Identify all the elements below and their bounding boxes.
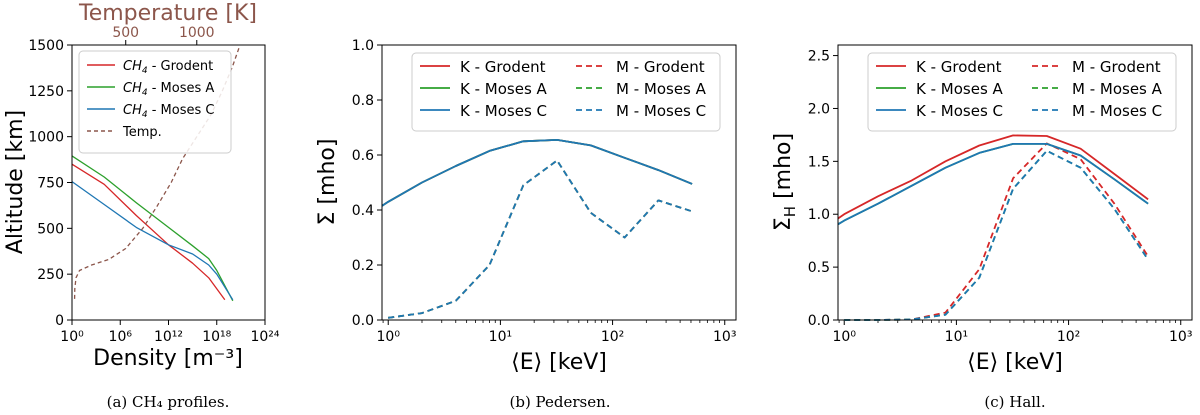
panel-c-ylabel-sub: H [781, 206, 799, 217]
legend-box [411, 52, 721, 132]
panel-a-ylabel: Altitude [km] [3, 110, 28, 254]
x-tick-label: 10⁰ [60, 329, 84, 345]
legend-label: K - Moses C [916, 102, 1003, 120]
panel-c-ylabel: ΣH [mho] [771, 133, 799, 231]
panel-a-frame [71, 44, 266, 321]
panel-a-xlabel: Density [m⁻³] [93, 346, 243, 371]
series-line [381, 138, 693, 207]
x-tick-label: 10⁶ [109, 329, 133, 345]
x-tick-label: 10³ [1169, 329, 1192, 345]
y-tick-label: 0 [55, 313, 64, 329]
legend-label: K - Moses C [460, 102, 547, 120]
temperature-axis: 500 1000 [112, 25, 215, 45]
panel-c-ylabel-rest: [mho] [771, 133, 796, 206]
series-line [837, 142, 1149, 226]
y-tick-label: 1.0 [352, 38, 374, 54]
legend-label: CH4 - Grodent [123, 59, 213, 76]
panel-a-ticks: 10⁰ 10⁶ 10¹² 10¹⁸ 10²⁴ 0 250 500 750 1000 1250 1500 [28, 38, 280, 345]
y-tick-label: 0.8 [352, 93, 374, 109]
y-tick-label: 750 [37, 176, 64, 192]
panel-b-frame [381, 44, 737, 321]
x-tick-label: 10¹⁸ [202, 329, 231, 345]
x-tick-label: 10³ [713, 329, 736, 345]
panel-c: 10⁰ 10¹ 10² 10³ 0.0 0.5 1.0 1.5 2.0 2.5 K - Grode… [771, 44, 1193, 411]
legend-label: K - Moses A [916, 80, 1004, 98]
y-tick-label: 0.5 [808, 260, 830, 276]
x-tick-label: 10¹ [489, 329, 512, 345]
top-tick-label: 1000 [179, 25, 215, 41]
panel-b-ticks: 10⁰ 10¹ 10² 10³ 0.0 0.2 0.4 0.6 0.8 1.0 [352, 38, 737, 345]
panel-c-lines [837, 134, 1149, 321]
y-tick-label: 2.5 [808, 49, 830, 65]
series-line [71, 181, 234, 301]
legend-label: M - Moses C [1072, 102, 1162, 120]
series-line [381, 138, 693, 207]
series-line [388, 159, 693, 319]
panel-c-frame [837, 44, 1193, 321]
legend-label: M - Moses C [616, 102, 706, 120]
top-tick-label: 500 [112, 25, 139, 41]
y-tick-label: 1500 [28, 38, 64, 54]
panel-a-legend: CH4 - Grodent CH4 - Moses A CH4 - Moses C T… [78, 50, 232, 154]
x-tick-label: 10²⁴ [250, 329, 279, 345]
y-tick-label: 1.0 [808, 207, 830, 223]
legend-label: M - Grodent [616, 58, 705, 76]
caption-a: (a) CH₄ profiles. [107, 393, 230, 411]
x-tick-label: 10¹ [945, 329, 968, 345]
series-line [388, 159, 693, 319]
panel-c-legend: K - Grodent K - Moses A K - Moses C M - Gro… [867, 52, 1177, 132]
panel-a: 500 1000 10⁰ 10⁶ 10¹² 10¹⁸ 10²⁴ 0 250 500 750 1000… [3, 1, 280, 411]
series-line [71, 155, 234, 302]
panel-b-xlabel: ⟨E⟩ [keV] [511, 350, 607, 375]
legend-box [78, 50, 232, 154]
series-line [71, 163, 226, 301]
panel-c-ylabel-main: Σ [771, 217, 796, 231]
panel-b-lines [381, 138, 693, 319]
y-tick-label: 0.2 [352, 258, 374, 274]
legend-box [867, 52, 1177, 132]
series-line [837, 142, 1149, 226]
series-line [844, 149, 1149, 321]
x-tick-label: 10¹² [154, 329, 183, 345]
x-tick-label: 10² [1057, 329, 1080, 345]
y-tick-label: 1.5 [808, 154, 830, 170]
y-tick-label: 0.6 [352, 148, 374, 164]
panel-c-ticks: 10⁰ 10¹ 10² 10³ 0.0 0.5 1.0 1.5 2.0 2.5 [808, 49, 1193, 345]
series-line [844, 149, 1149, 321]
y-tick-label: 0.0 [808, 313, 830, 329]
y-tick-label: 0.0 [352, 313, 374, 329]
y-tick-label: 1000 [28, 130, 64, 146]
panel-b-ylabel: Σ [mho] [315, 139, 340, 226]
legend-label: M - Grodent [1072, 58, 1161, 76]
panel-c-xlabel: ⟨E⟩ [keV] [967, 350, 1063, 375]
legend-label: M - Moses A [616, 80, 707, 98]
legend-label: K - Grodent [916, 58, 1002, 76]
panel-b: 10⁰ 10¹ 10² 10³ 0.0 0.2 0.4 0.6 0.8 1.0 K - Grode… [315, 38, 737, 411]
panel-a-top-xlabel: Temperature [K] [78, 1, 257, 26]
y-tick-label: 2.0 [808, 101, 830, 117]
x-tick-label: 10⁰ [377, 329, 401, 345]
series-line [381, 138, 693, 207]
legend-label: K - Grodent [460, 58, 546, 76]
series-line [388, 159, 693, 319]
legend-label: M - Moses A [1072, 80, 1163, 98]
y-tick-label: 1250 [28, 84, 64, 100]
caption-b: (b) Pedersen. [509, 393, 610, 411]
panel-b-legend: K - Grodent K - Moses A K - Moses C M - Gro… [411, 52, 721, 132]
x-tick-label: 10² [601, 329, 624, 345]
y-tick-label: 0.4 [352, 203, 374, 219]
legend-label: CH4 - Moses A [123, 81, 214, 98]
y-tick-label: 250 [37, 267, 64, 283]
legend-label: CH4 - Moses C [123, 103, 214, 120]
y-tick-label: 500 [37, 221, 64, 237]
series-line [837, 134, 1149, 220]
legend-label: K - Moses A [460, 80, 548, 98]
caption-c: (c) Hall. [984, 393, 1045, 411]
x-tick-label: 10⁰ [833, 329, 857, 345]
legend-label: Temp. [122, 125, 162, 140]
